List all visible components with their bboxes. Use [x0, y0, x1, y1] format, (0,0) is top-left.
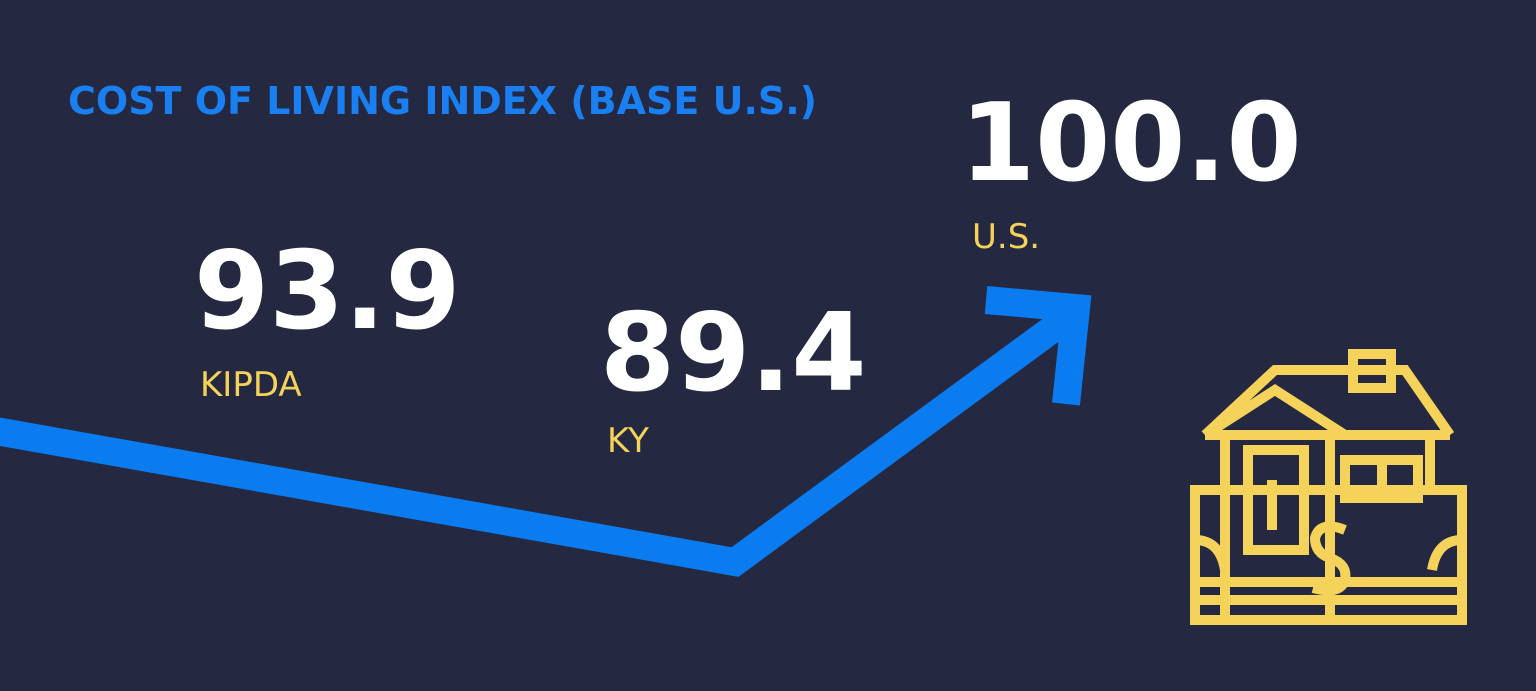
title: COST OF LIVING INDEX (BASE U.S.)	[68, 79, 817, 123]
value: 89.4	[600, 291, 866, 416]
house-money-icon	[1190, 349, 1467, 625]
trend-arrow	[0, 286, 1092, 577]
value: 93.9	[194, 229, 460, 354]
label: U.S.	[972, 217, 1040, 257]
value: 100.0	[960, 81, 1302, 206]
label: KY	[607, 421, 649, 461]
label: KIPDA	[200, 365, 302, 405]
